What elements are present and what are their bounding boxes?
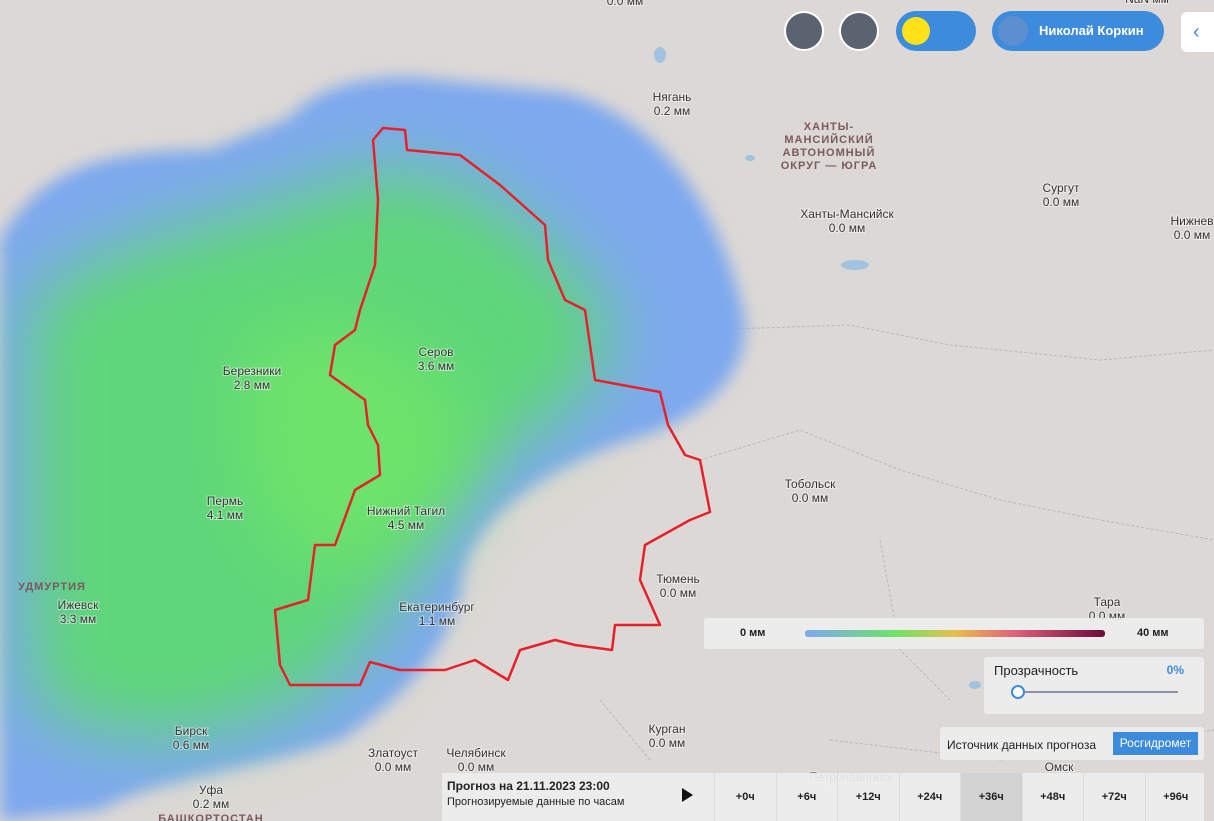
city-value: 0.0 мм <box>458 760 495 774</box>
city-name: Омск <box>1045 760 1075 774</box>
time-step[interactable]: +6ч <box>775 773 838 821</box>
city-value: 0.0 мм <box>792 491 829 505</box>
city-name: Тюмень <box>656 572 699 586</box>
city-value: 0.0 мм <box>1043 195 1080 209</box>
city-name: Нижний Тагил <box>367 504 445 518</box>
city-value: 0.2 мм <box>654 104 691 118</box>
city-value: 0.2 мм <box>193 797 230 811</box>
avatar <box>998 16 1028 46</box>
region-name: ХАНТЫ- <box>804 121 854 133</box>
back-button[interactable]: ‹ <box>1181 12 1214 52</box>
time-step[interactable]: +0ч <box>714 773 776 821</box>
region-name: МАНСИЙСКИЙ <box>784 133 873 146</box>
city-value: 4.5 мм <box>388 518 425 532</box>
city-name: Тара <box>1094 595 1121 609</box>
region-name: АВТОНОМНЫЙ <box>783 146 876 159</box>
user-name: Николай Коркин <box>1039 23 1144 38</box>
time-step[interactable]: +36ч <box>960 773 1022 821</box>
legend: 0 мм 40 мм <box>704 618 1204 649</box>
city-value: 0.0 мм <box>829 221 866 235</box>
slider-knob[interactable] <box>1011 685 1025 699</box>
time-step[interactable]: +72ч <box>1083 773 1145 821</box>
city-value: 0.0 мм <box>1174 228 1211 242</box>
city-name: Пермь <box>207 494 243 508</box>
opacity-value: 0% <box>1166 663 1184 677</box>
city-value: 0.0 мм <box>607 0 644 8</box>
city-name: Тобольск <box>785 477 837 491</box>
region-name: УДМУРТИЯ <box>18 581 86 593</box>
slider-track <box>1018 691 1178 693</box>
sun <box>902 17 930 45</box>
city-name: Березники <box>223 364 281 378</box>
region-name: БАШКОРТОСТАН <box>158 813 264 821</box>
city-value: 4.1 мм <box>207 508 244 522</box>
timeline: Прогноз на 21.11.2023 23:00 Прогнозируем… <box>442 773 1204 821</box>
legend-max: 40 мм <box>1137 627 1169 639</box>
source-button[interactable]: Росгидромет <box>1113 732 1198 755</box>
user-button[interactable]: Николай Коркин <box>992 11 1164 51</box>
city-value: NaN мм <box>1125 0 1169 6</box>
bell-icon[interactable] <box>839 11 879 51</box>
precip-core <box>239 322 471 570</box>
city-value: 2.8 мм <box>234 378 271 392</box>
region-border <box>273 126 712 687</box>
play-button[interactable] <box>682 788 693 802</box>
city-name: Серов <box>418 345 453 359</box>
city-value: 3.3 мм <box>60 612 97 626</box>
city-name: Златоуст <box>368 746 418 760</box>
time-step[interactable]: +48ч <box>1021 773 1084 821</box>
city-value: 0.6 мм <box>173 738 210 752</box>
time-step[interactable]: +24ч <box>898 773 961 821</box>
opacity-panel: Прозрачность 0% <box>984 657 1204 714</box>
city-name: Нягань <box>653 90 692 104</box>
legend-min: 0 мм <box>740 627 766 639</box>
city-name: Ханты-Мансийск <box>800 207 894 221</box>
city-name: Уфа <box>199 783 223 797</box>
source-label: Источник данных прогноза <box>947 738 1097 752</box>
time-step[interactable]: +12ч <box>837 773 899 821</box>
city-name: Сургут <box>1042 181 1080 195</box>
city-value: 3.6 мм <box>418 359 455 373</box>
legend-bar <box>805 630 1105 637</box>
city-value: 1.1 мм <box>419 614 456 628</box>
city-name: Челябинск <box>446 746 506 760</box>
city-name: Екатеринбург <box>399 600 475 614</box>
timeline-title: Прогноз на 21.11.2023 23:00 <box>447 779 610 793</box>
time-step[interactable]: +96ч <box>1144 773 1207 821</box>
city-value: 0.0 мм <box>649 736 686 750</box>
theme-toggle[interactable] <box>896 11 976 51</box>
city-name: Бирск <box>175 724 208 738</box>
region-name: ОКРУГ — ЮГРА <box>781 160 878 172</box>
opacity-label: Прозрачность <box>994 663 1079 678</box>
lakes <box>654 47 981 689</box>
city-value: 0.0 мм <box>660 586 697 600</box>
city-name: Курган <box>649 722 686 736</box>
top-icon[interactable] <box>784 11 824 51</box>
city-value: 0.0 мм <box>375 760 412 774</box>
timeline-subtitle: Прогнозируемые данные по часам <box>447 796 625 808</box>
city-name: Нижнев <box>1170 214 1213 228</box>
source-panel: Источник данных прогноза Росгидромет <box>940 727 1204 760</box>
city-name: Ижевск <box>58 598 100 612</box>
